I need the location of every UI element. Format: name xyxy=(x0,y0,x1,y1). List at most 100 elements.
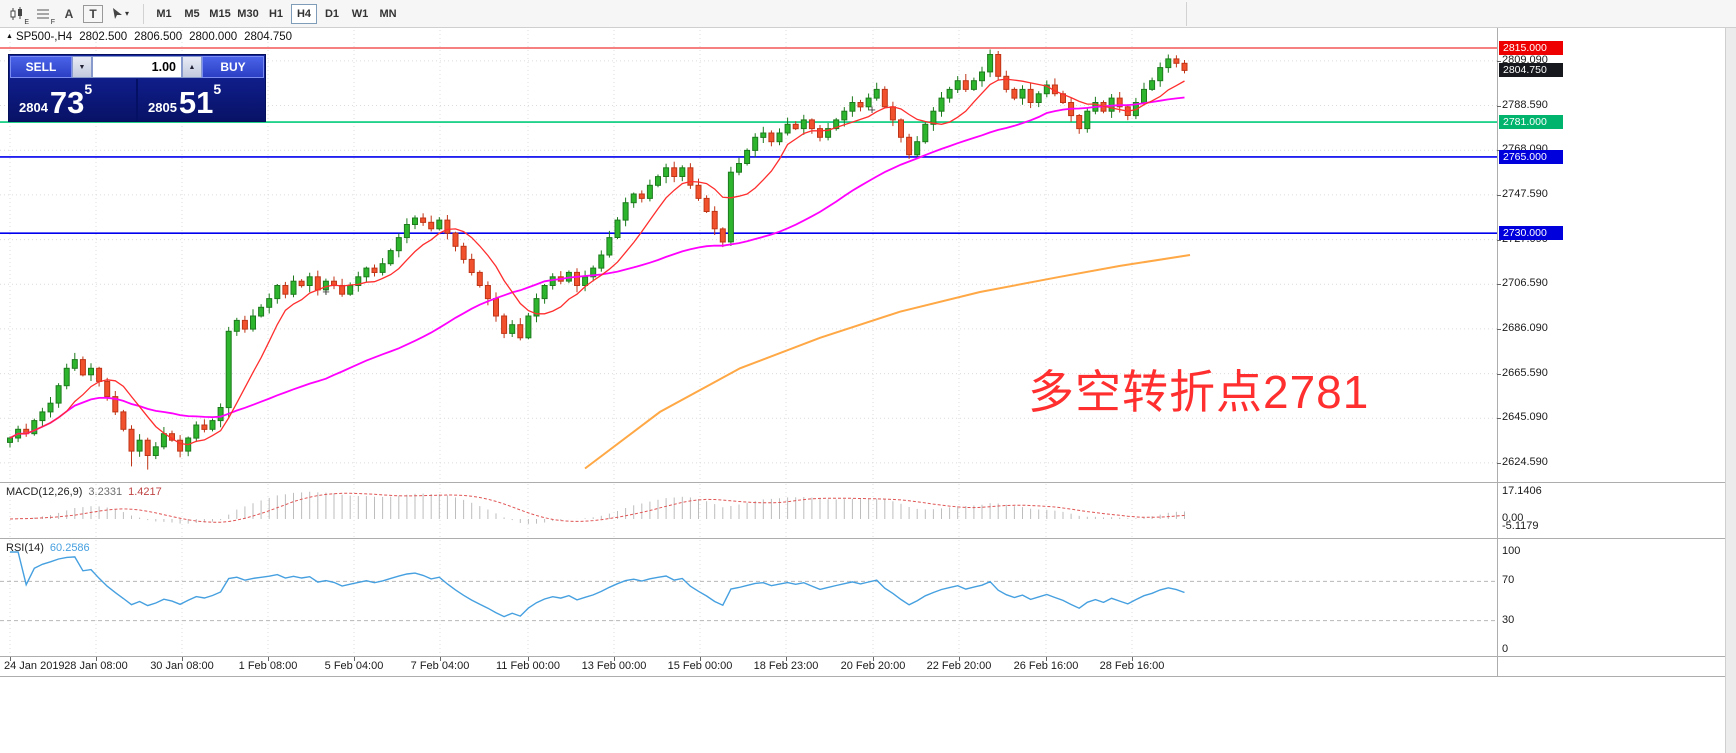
time-tick-mark xyxy=(10,657,11,661)
window-scrollbar[interactable] xyxy=(1725,28,1736,753)
time-label: 22 Feb 20:00 xyxy=(926,660,992,672)
buy-price-big: 51 xyxy=(178,85,214,120)
rsi-name: RSI(14) xyxy=(6,542,44,554)
close-value: 2804.750 xyxy=(244,31,293,43)
buy-price[interactable]: 2805 51 5 xyxy=(138,79,265,121)
time-tick-mark xyxy=(182,657,183,661)
high-value: 2806.500 xyxy=(134,31,183,43)
time-tick-mark xyxy=(700,657,701,661)
rsi-scale-label: 100 xyxy=(1502,545,1521,557)
time-label: 30 Jan 08:00 xyxy=(150,660,214,672)
time-tick-mark xyxy=(786,657,787,661)
volume-input[interactable] xyxy=(92,56,182,78)
timeframe-button-d1[interactable]: D1 xyxy=(319,4,345,24)
svg-text:+: + xyxy=(322,284,330,299)
price-tick-label: 2768.090 xyxy=(1502,143,1548,155)
timeframe-button-h1[interactable]: H1 xyxy=(263,4,289,24)
buy-price-sup: 5 xyxy=(213,81,222,97)
volume-stepper-up[interactable]: ▲ xyxy=(182,56,202,78)
time-label: 11 Feb 00:00 xyxy=(495,660,561,672)
trade-controls-row: SELL ▼ ▲ BUY xyxy=(9,55,265,79)
price-line-badge: 2730.000 xyxy=(1499,226,1563,240)
cursor-glyph xyxy=(112,8,122,19)
svg-text:+: + xyxy=(868,102,876,117)
price-tick-label: 2686.090 xyxy=(1502,322,1548,334)
panel-separator[interactable] xyxy=(0,538,1736,539)
timeframe-button-mn[interactable]: MN xyxy=(375,4,401,24)
macd-value-main: 3.2331 xyxy=(88,486,123,498)
time-label: 15 Feb 00:00 xyxy=(667,660,733,672)
rsi-label: RSI(14) 60.2586 xyxy=(6,542,96,554)
time-tick-mark xyxy=(528,657,529,661)
time-tick-mark xyxy=(959,657,960,661)
candlestick-chart-icon[interactable]: E xyxy=(5,3,29,26)
timeframe-button-w1[interactable]: W1 xyxy=(347,4,373,24)
crosshair-tool-icon[interactable]: ▾ xyxy=(105,3,135,25)
time-tick-mark xyxy=(1132,657,1133,661)
price-tick-label: 2747.590 xyxy=(1502,188,1548,200)
sell-price[interactable]: 2804 73 5 xyxy=(9,79,136,121)
buy-button[interactable]: BUY xyxy=(202,56,264,78)
rsi-scale-label: 70 xyxy=(1502,574,1515,586)
icon-sub-label: E xyxy=(24,18,29,26)
open-value: 2802.500 xyxy=(79,31,128,43)
chart-header: ▲ SP500-,H4 2802.500 2806.500 2800.000 2804.7… xyxy=(6,31,299,43)
time-tick-mark xyxy=(873,657,874,661)
price-axis-line xyxy=(1497,28,1498,676)
indicator-list-icon[interactable]: F xyxy=(31,3,55,26)
sell-price-prefix: 2804 xyxy=(19,100,48,115)
time-tick-mark xyxy=(268,657,269,661)
text-label-icon[interactable]: A xyxy=(64,6,74,21)
timeframe-button-m5[interactable]: M5 xyxy=(179,4,205,24)
sell-price-sup: 5 xyxy=(84,81,93,97)
collapse-triangle-icon[interactable]: ▲ xyxy=(6,33,13,40)
time-tick-mark xyxy=(614,657,615,661)
timeframe-button-m1[interactable]: M1 xyxy=(151,4,177,24)
toolbar-separator-right xyxy=(1186,2,1187,26)
time-tick-mark xyxy=(440,657,441,661)
time-label: 5 Feb 04:00 xyxy=(324,660,384,672)
time-label: 20 Feb 20:00 xyxy=(840,660,906,672)
macd-value-signal: 1.4217 xyxy=(128,486,162,498)
one-click-trading-panel: SELL ▼ ▲ BUY 2804 73 5 2805 51 5 xyxy=(8,54,266,122)
price-line-badge: 2815.000 xyxy=(1499,41,1563,55)
macd-scale-label: 17.1406 xyxy=(1502,485,1542,497)
sell-button[interactable]: SELL xyxy=(10,56,72,78)
macd-label: MACD(12,26,9) 3.2331 1.4217 xyxy=(6,486,168,498)
time-label: 28 Jan 08:00 xyxy=(64,660,128,672)
time-label: 28 Feb 16:00 xyxy=(1099,660,1165,672)
timeframe-group: M1 M5 M15 M30 H1 H4 D1 W1 MN xyxy=(150,3,402,24)
price-tick-label: 2645.090 xyxy=(1502,411,1548,423)
rsi-scale-label: 0 xyxy=(1502,643,1509,655)
time-label: 18 Feb 23:00 xyxy=(753,660,819,672)
rsi-value: 60.2586 xyxy=(49,542,90,554)
icon-sub-label: F xyxy=(50,18,55,26)
toolbar: E F A T ▾ M1 M5 M15 M30 H1 H4 D1 W1 MN xyxy=(0,0,1736,28)
annotation-text: 多空转折点2781 xyxy=(1028,366,1370,418)
panel-separator[interactable] xyxy=(0,656,1736,657)
macd-scale-label: -5.1179 xyxy=(1502,520,1539,532)
current-price-badge: 2804.750 xyxy=(1499,63,1563,77)
timeframe-button-h4[interactable]: H4 xyxy=(291,3,317,24)
symbol-timeframe-label: SP500-,H4 xyxy=(15,31,73,43)
low-value: 2800.000 xyxy=(189,31,238,43)
timeframe-button-m15[interactable]: M15 xyxy=(207,4,233,24)
timeframe-button-m30[interactable]: M30 xyxy=(235,4,261,24)
text-tool-icon[interactable]: T xyxy=(83,4,103,23)
time-label: 7 Feb 04:00 xyxy=(410,660,470,672)
price-line-badge: 2781.000 xyxy=(1499,115,1563,129)
time-tick-mark xyxy=(1046,657,1047,661)
sell-price-big: 73 xyxy=(49,85,85,120)
time-label: 13 Feb 00:00 xyxy=(581,660,647,672)
volume-dropdown-button[interactable]: ▼ xyxy=(72,56,92,78)
toolbar-separator xyxy=(143,3,144,24)
dropdown-caret-icon: ▾ xyxy=(124,9,129,18)
price-tick-label: 2706.590 xyxy=(1502,277,1548,289)
macd-name: MACD(12,26,9) xyxy=(6,486,83,498)
price-tick-label: 2788.590 xyxy=(1502,99,1548,111)
panel-separator[interactable] xyxy=(0,482,1736,483)
rsi-scale-label: 30 xyxy=(1502,614,1515,626)
price-tick-label: 2727.090 xyxy=(1502,233,1548,245)
price-tick-label: 2624.590 xyxy=(1502,456,1548,468)
